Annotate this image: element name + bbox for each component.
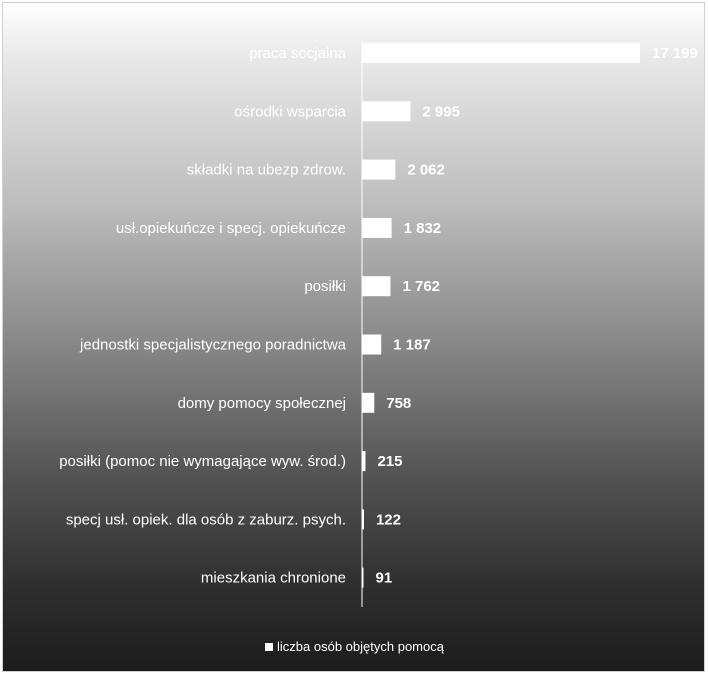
value-label: 1 762	[402, 278, 440, 295]
category-label: mieszkania chronione	[201, 570, 346, 587]
bar-chart: praca socjalna 17 199 ośrodki wsparcia 2 99…	[59, 41, 698, 607]
bar	[362, 159, 396, 180]
bar	[362, 43, 640, 63]
legend: liczba osób objętych pomocą	[3, 639, 706, 654]
bar	[362, 509, 364, 530]
category-label: usł.opiekuńcze i specj. opiekuńcze	[116, 220, 346, 237]
value-label: 17 199	[652, 45, 698, 62]
category-label: składki na ubezp zdrow.	[187, 162, 346, 179]
legend-label: liczba osób objętych pomocą	[277, 639, 444, 654]
bar	[362, 451, 366, 472]
category-label: praca socjalna	[249, 45, 346, 62]
category-label: posiłki (pomoc nie wymagające wyw. środ.…	[59, 453, 346, 470]
value-label: 215	[377, 453, 402, 470]
category-label: ośrodki wsparcia	[234, 103, 346, 120]
legend-swatch	[265, 643, 274, 651]
bar	[362, 334, 382, 355]
bar	[362, 392, 375, 413]
bars-layer: praca socjalna 17 199 ośrodki wsparcia 2 99…	[59, 43, 698, 588]
value-label: 1 187	[393, 337, 431, 354]
category-label: domy pomocy społecznej	[178, 395, 346, 412]
value-label: 758	[386, 395, 411, 412]
bar	[362, 101, 411, 122]
value-label: 91	[376, 570, 393, 587]
category-label: specj usł. opiek. dla osób z zaburz. psy…	[66, 511, 346, 528]
value-label: 122	[376, 511, 401, 528]
bar	[362, 276, 391, 297]
category-label: posiłki	[304, 278, 346, 295]
bar	[362, 217, 392, 238]
bar	[362, 567, 364, 588]
value-label: 2 995	[422, 103, 460, 120]
value-label: 2 062	[407, 162, 445, 179]
value-label: 1 832	[404, 220, 442, 237]
category-label: jednostki specjalistycznego poradnictwa	[79, 337, 347, 354]
